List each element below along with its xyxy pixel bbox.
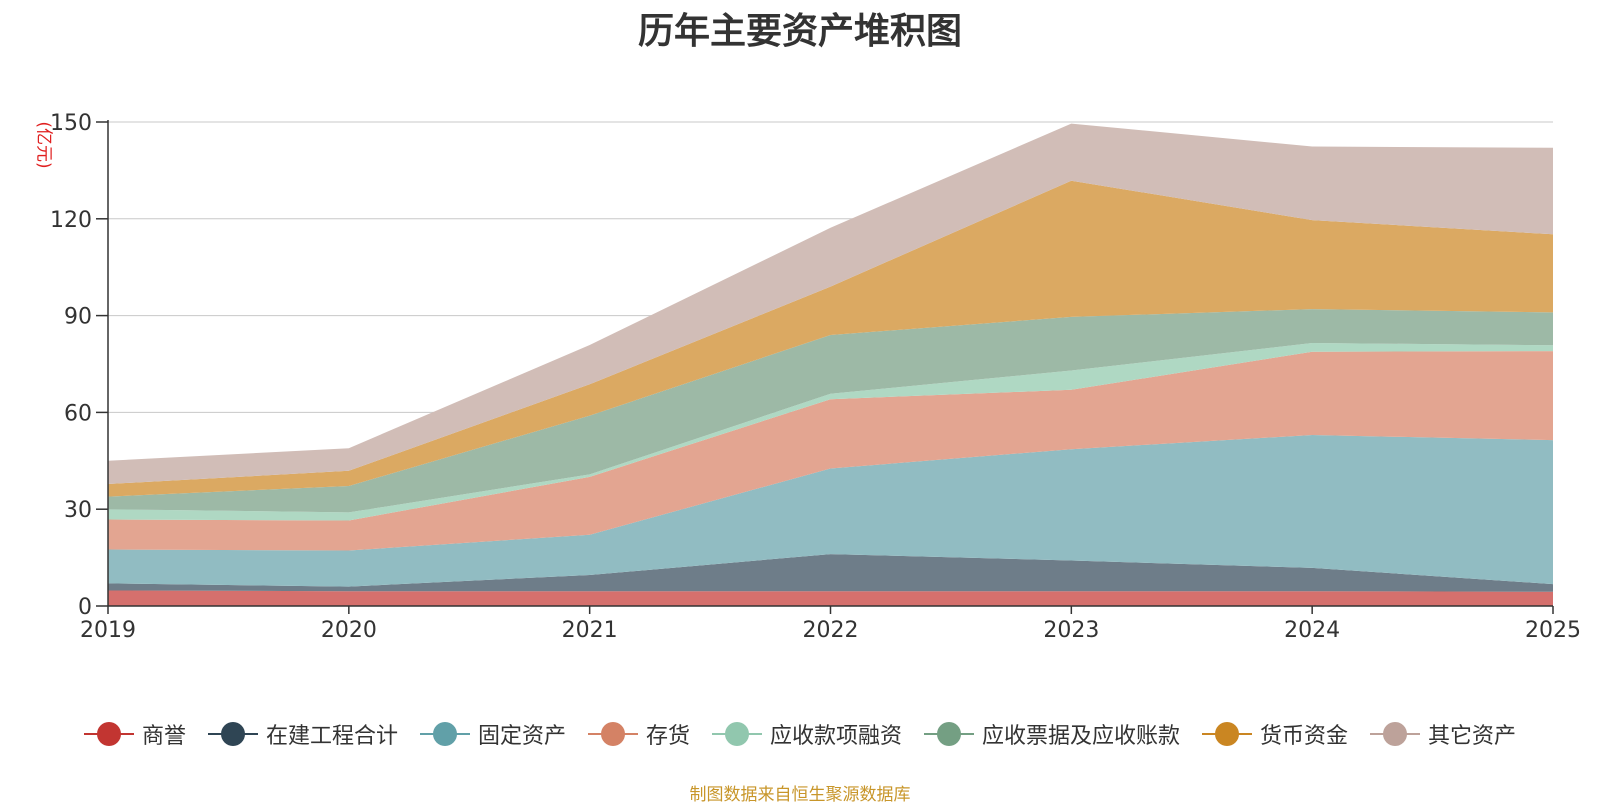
legend-label: 商誉 bbox=[141, 724, 186, 749]
y-tick-label-120: 120 bbox=[50, 208, 92, 233]
legend-marker-icon bbox=[1370, 721, 1421, 747]
x-tick-label-2025: 2025 bbox=[1525, 618, 1581, 643]
legend-marker-icon bbox=[419, 721, 470, 747]
series-areas bbox=[108, 123, 1553, 606]
x-tick-label-2020: 2020 bbox=[321, 618, 377, 643]
series-area-5 bbox=[108, 309, 1553, 513]
legend-item-1[interactable]: 在建工程合计 bbox=[207, 718, 398, 750]
legend: 商誉 在建工程合计 固定资产 存货 应收款项融资 应收票据及应收账款 货币资金 其它资产 bbox=[0, 718, 1600, 750]
legend-item-7[interactable]: 其它资产 bbox=[1370, 718, 1516, 750]
y-tick-label-0: 0 bbox=[78, 595, 92, 620]
legend-marker-icon bbox=[924, 721, 975, 747]
legend-label: 应收款项融资 bbox=[770, 724, 903, 749]
x-tick-label-2024: 2024 bbox=[1284, 618, 1340, 643]
legend-item-0[interactable]: 商誉 bbox=[83, 718, 186, 750]
legend-item-5[interactable]: 应收票据及应收账款 bbox=[924, 718, 1180, 750]
legend-label: 存货 bbox=[645, 724, 690, 749]
series-area-0 bbox=[108, 590, 1553, 606]
legend-marker-icon bbox=[83, 721, 134, 747]
axes: 0 30 60 90 120 150 2019 2020 2021 2022 2023 2024 202… bbox=[50, 111, 1581, 643]
chart-title: 历年主要资产堆积图 bbox=[637, 11, 962, 52]
legend-item-2[interactable]: 固定资产 bbox=[419, 718, 566, 750]
legend-label: 货币资金 bbox=[1260, 724, 1349, 749]
x-tick-label-2021: 2021 bbox=[562, 618, 618, 643]
source-note: 制图数据来自恒生聚源数据库 bbox=[689, 785, 911, 805]
legend-marker-icon bbox=[207, 721, 258, 747]
legend-item-6[interactable]: 货币资金 bbox=[1202, 718, 1348, 750]
series-area-1 bbox=[108, 554, 1553, 592]
legend-marker-icon bbox=[712, 721, 762, 747]
legend-label: 固定资产 bbox=[477, 724, 566, 749]
legend-marker-icon bbox=[587, 721, 638, 747]
legend-item-4[interactable]: 应收款项融资 bbox=[712, 718, 902, 750]
legend-marker-icon bbox=[1202, 721, 1253, 747]
x-tick-label-2022: 2022 bbox=[803, 618, 859, 643]
series-area-6 bbox=[108, 180, 1553, 497]
legend-label: 应收票据及应收账款 bbox=[982, 724, 1181, 749]
y-tick-label-30: 30 bbox=[64, 498, 92, 523]
x-tick-label-2019: 2019 bbox=[80, 618, 136, 643]
legend-label: 其它资产 bbox=[1428, 724, 1517, 749]
series-area-7 bbox=[108, 123, 1553, 484]
series-area-2 bbox=[108, 435, 1553, 587]
x-tick-label-2023: 2023 bbox=[1043, 618, 1099, 643]
legend-label: 在建工程合计 bbox=[265, 724, 398, 749]
y-tick-label-90: 90 bbox=[64, 305, 92, 330]
y-tick-label-150: 150 bbox=[50, 111, 92, 136]
y-tick-label-60: 60 bbox=[64, 401, 92, 426]
y-axis-unit-label: (亿元) bbox=[33, 121, 54, 169]
legend-item-3[interactable]: 存货 bbox=[587, 718, 690, 750]
series-area-3 bbox=[108, 351, 1553, 551]
